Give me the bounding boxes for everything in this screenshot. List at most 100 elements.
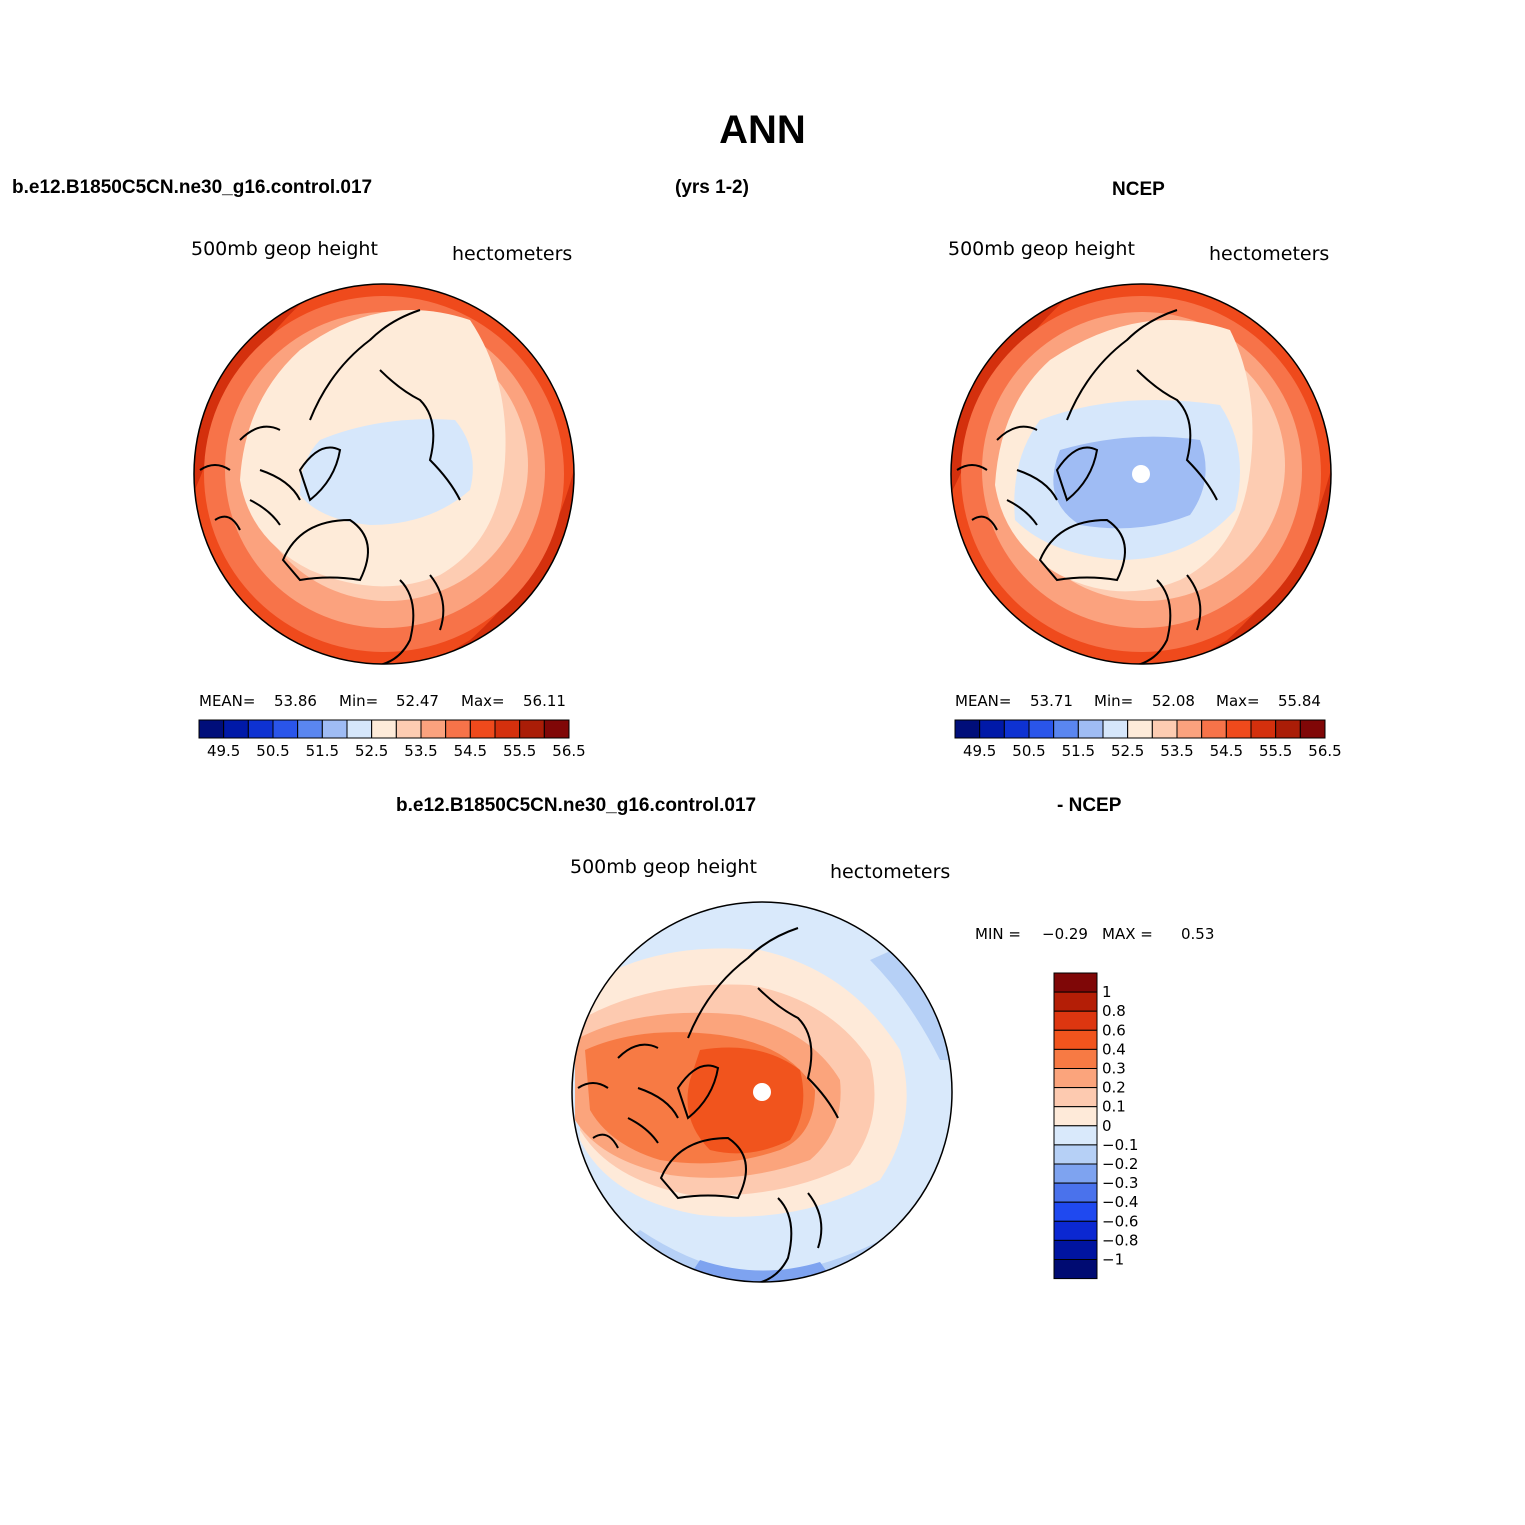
ncep-polar-map [950, 283, 1332, 665]
model-colorbar-tick-label: 53.5 [404, 742, 437, 760]
model-colorbar-box [445, 719, 471, 739]
ncep-mean-value: 53.71 [1030, 692, 1073, 710]
diff-colorbar-tick-label: 0.8 [1102, 1002, 1126, 1020]
ncep-colorbar: 49.5 50.5 51.5 52.5 53.5 54.5 55.5 56.5 [954, 719, 1342, 760]
model-max-label: Max= [461, 692, 505, 710]
model-polar-map [193, 283, 575, 665]
model-case-header: b.e12.B1850C5CN.ne30_g16.control.017 [12, 177, 373, 198]
ncep-colorbar-box [1225, 719, 1252, 739]
figure-title: ANN [719, 108, 806, 152]
model-mean-value: 53.86 [274, 692, 317, 710]
diff-colorbar-box [1053, 1125, 1098, 1146]
ncep-colorbar-tick-label: 53.5 [1160, 742, 1193, 760]
model-colorbar-box [247, 719, 274, 739]
diff-colorbar-tick-label: 1 [1102, 983, 1112, 1001]
diff-variable-label: 500mb geop height [570, 856, 757, 878]
diff-colorbar-box [1053, 1048, 1098, 1070]
diff-colorbar-box [1053, 1144, 1098, 1165]
ncep-variable-label: 500mb geop height [948, 238, 1135, 260]
ncep-units-label: hectometers [1209, 243, 1330, 265]
model-colorbar-tick-label: 49.5 [207, 742, 240, 760]
ncep-colorbar-box [1275, 719, 1301, 739]
model-mean-label: MEAN= [199, 692, 256, 710]
ncep-colorbar-box [1053, 719, 1079, 739]
ncep-max-value: 55.84 [1278, 692, 1321, 710]
ncep-colorbar-tick-label: 55.5 [1259, 742, 1292, 760]
diff-colorbar-tick-label: −1 [1102, 1251, 1124, 1269]
ncep-colorbar-box [1176, 719, 1203, 739]
diff-colorbar-box [1053, 1220, 1098, 1241]
ncep-colorbar-tick-label: 50.5 [1012, 742, 1045, 760]
ncep-colorbar-tick-label: 49.5 [963, 742, 996, 760]
diff-colorbar-box [1053, 991, 1098, 1012]
diff-colorbar-box [1053, 1259, 1098, 1280]
model-colorbar-tick-label: 54.5 [454, 742, 487, 760]
model-colorbar-box [371, 719, 397, 739]
diff-max-label: MAX = [1102, 925, 1153, 943]
diff-colorbar-tick-label: 0.2 [1102, 1079, 1126, 1097]
ncep-colorbar-box [979, 719, 1005, 739]
diff-colorbar-tick-label: −0.3 [1102, 1174, 1138, 1192]
diff-min-value: −0.29 [1042, 925, 1088, 943]
diff-min-label: MIN = [975, 925, 1021, 943]
diff-colorbar-tick-label: −0.1 [1102, 1136, 1138, 1154]
diff-polar-map [571, 901, 953, 1283]
model-colorbar: 49.5 50.5 51.5 52.5 53.5 54.5 55.5 56.5 [198, 719, 586, 760]
ncep-colorbar-tick-label: 51.5 [1062, 742, 1095, 760]
model-colorbar-box [223, 719, 249, 739]
diff-colorbar-box [1053, 1029, 1098, 1050]
ncep-colorbar-box [1299, 719, 1326, 739]
model-colorbar-box [346, 719, 373, 739]
model-min-label: Min= [339, 692, 379, 710]
model-colorbar-tick-label: 52.5 [355, 742, 388, 760]
model-colorbar-box [494, 719, 521, 739]
ncep-colorbar-box [1151, 719, 1178, 739]
ncep-header: NCEP [1112, 179, 1165, 200]
ncep-max-label: Max= [1216, 692, 1260, 710]
model-units-label: hectometers [452, 243, 573, 265]
ncep-min-label: Min= [1094, 692, 1134, 710]
diff-ncep-header: - NCEP [1057, 795, 1122, 816]
model-colorbar-box [469, 719, 496, 739]
diff-colorbar-tick-label: 0.1 [1102, 1098, 1126, 1116]
ncep-min-value: 52.08 [1152, 692, 1195, 710]
years-header: (yrs 1-2) [675, 177, 749, 198]
model-min-value: 52.47 [396, 692, 439, 710]
model-colorbar-box [297, 719, 323, 739]
model-colorbar-tick-label: 50.5 [256, 742, 289, 760]
diff-colorbar-box [1053, 1010, 1098, 1031]
model-colorbar-box [519, 719, 545, 739]
model-colorbar-box [321, 719, 348, 739]
diff-colorbar-box [1053, 1087, 1098, 1108]
model-colorbar-tick-label: 55.5 [503, 742, 536, 760]
diff-colorbar-tick-label: −0.6 [1102, 1212, 1138, 1230]
model-variable-label: 500mb geop height [191, 238, 378, 260]
model-max-value: 56.11 [523, 692, 566, 710]
ncep-colorbar-box [1003, 719, 1030, 739]
diff-colorbar-box [1053, 1106, 1098, 1127]
diff-colorbar-tick-label: 0.6 [1102, 1021, 1126, 1039]
ncep-colorbar-box [1028, 719, 1055, 739]
ncep-mean-label: MEAN= [955, 692, 1012, 710]
diff-colorbar-tick-label: −0.8 [1102, 1231, 1138, 1249]
ncep-colorbar-box [1250, 719, 1277, 739]
diff-colorbar-tick-label: −0.2 [1102, 1155, 1138, 1173]
model-colorbar-tick-label: 56.5 [552, 742, 585, 760]
ncep-colorbar-box [1077, 719, 1104, 739]
diff-colorbar-tick-label: 0.4 [1102, 1040, 1126, 1058]
diff-colorbar-box [1053, 1239, 1098, 1261]
diff-max-value: 0.53 [1181, 925, 1215, 943]
diff-colorbar-box [1053, 1068, 1098, 1089]
model-colorbar-box [395, 719, 422, 739]
diff-colorbar-tick-label: −0.4 [1102, 1193, 1138, 1211]
diff-colorbar-box [1053, 1201, 1098, 1222]
model-colorbar-box [420, 719, 447, 739]
diff-colorbar-box [1053, 1182, 1098, 1203]
ncep-colorbar-tick-label: 56.5 [1308, 742, 1341, 760]
model-colorbar-box [543, 719, 570, 739]
ncep-colorbar-box [954, 719, 981, 739]
diff-colorbar-tick-label: 0 [1102, 1117, 1112, 1135]
model-colorbar-tick-label: 51.5 [306, 742, 339, 760]
diff-colorbar-box [1053, 1163, 1098, 1184]
